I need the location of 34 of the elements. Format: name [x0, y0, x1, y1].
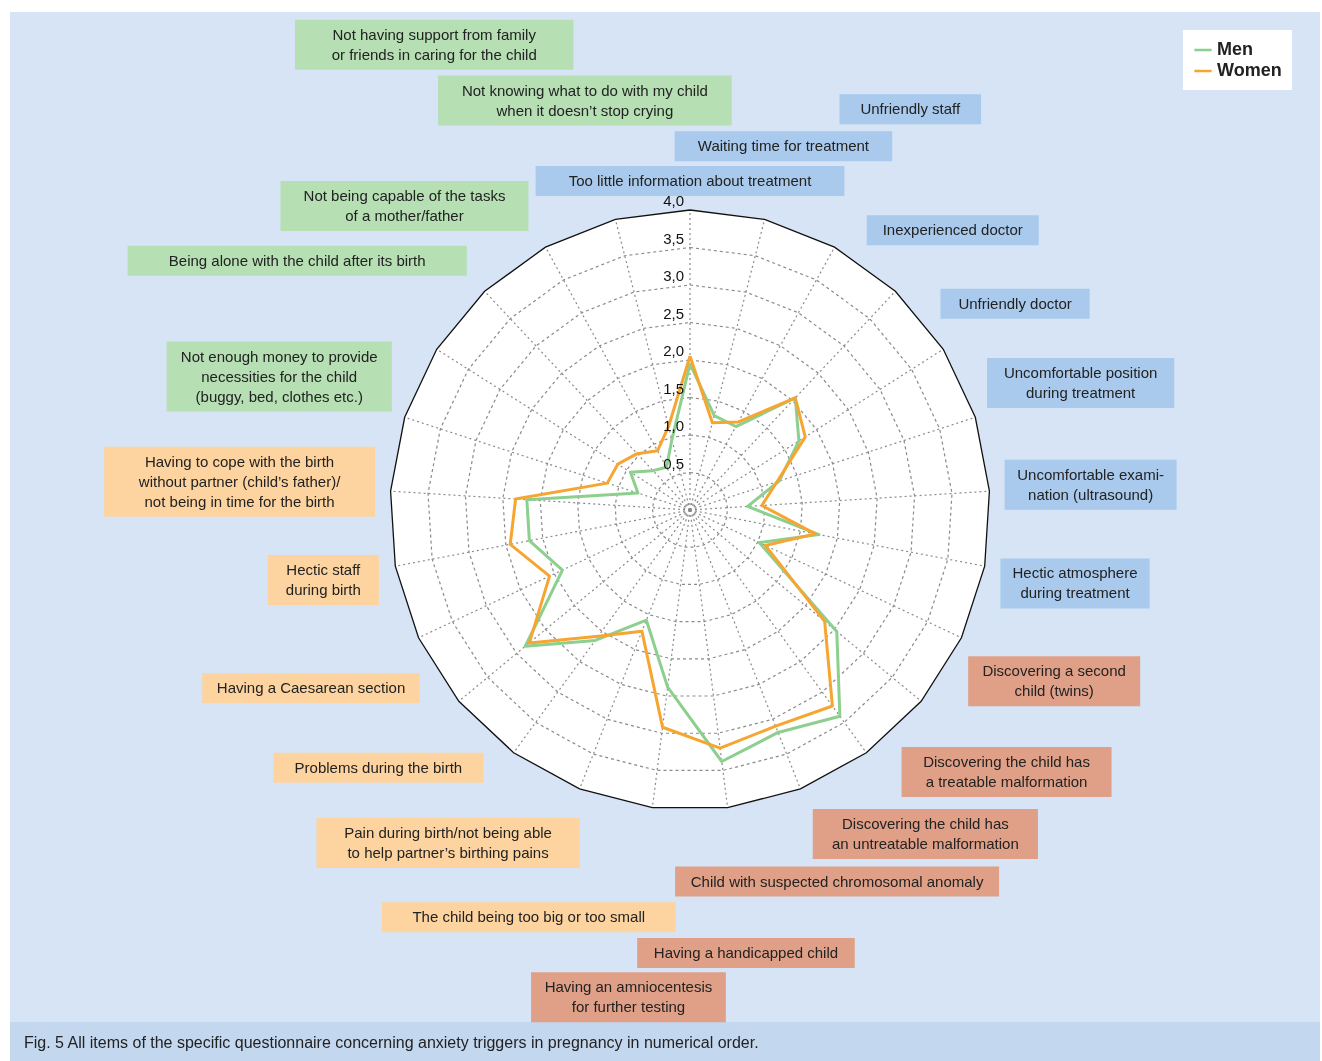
spoke-label: Discovering the child has an untreatable malformation [831, 814, 1019, 852]
spoke-label: Having an amniocentesis for further testing [544, 978, 713, 1016]
y-tick-label: 0,5 [663, 454, 684, 472]
spoke-label: Not having support from family or friends in caring for the child [331, 25, 537, 63]
spoke-label: Having a handicapped child [653, 944, 839, 961]
y-tick-label: 2,0 [663, 342, 684, 359]
spoke-label: Uncomfortable exami- nation (ultrasound) [1017, 465, 1164, 503]
spoke-label: Inexperienced doctor [882, 221, 1023, 239]
spoke-label: Discovering the child has a treatable malformation [923, 752, 1090, 790]
spoke-label: Hectic staff during birth [285, 560, 362, 598]
spoke-label: Pain during birth/not being able to help partner’s birthing pains [344, 823, 552, 861]
spoke-label: Uncomfortable position during treatment [1003, 364, 1158, 402]
y-tick-label: 2,5 [663, 304, 684, 322]
text: Fig. 5 All items of the specific questionnaire concerning anxiety triggers in pregnancy in numerical order. [24, 1034, 759, 1051]
spoke-label: Not being capable of the tasks of a mother/father [303, 186, 506, 224]
legend-label: Women [1217, 60, 1282, 80]
spoke-label: Unfriendly doctor [958, 294, 1072, 312]
spoke-label: Discovering a second child (twins) [982, 662, 1126, 700]
spoke-label: Not knowing what to do with my child when it doesn’t stop crying [461, 81, 708, 119]
y-tick-label: 4,0 [663, 192, 684, 209]
spoke-label: Child with suspected chromosomal anomaly [690, 872, 984, 890]
spoke-label: Hectic atmosphere during treatment [1012, 564, 1138, 602]
spoke-label: Too little information about treatment [568, 172, 813, 189]
spoke-label: Being alone with the child after its birth [168, 251, 426, 269]
spoke-label: Having a Caesarean section [216, 679, 406, 697]
spoke-label: Unfriendly staff [860, 100, 961, 118]
legend-label: Men [1217, 39, 1253, 59]
spoke-label: Not enough money to provide necessities for the child (buggy, bed, clothes etc.) [180, 347, 378, 405]
y-tick-label: 3,5 [663, 229, 684, 247]
spoke-label: Having to cope with the birth without partner (child’s father)/ not being in time for the birth [137, 452, 342, 510]
y-tick-label: 3,0 [663, 267, 684, 284]
spoke-label: Waiting time for treatment [697, 137, 870, 155]
spoke-label: Problems during the birth [294, 758, 463, 776]
spoke-label: The child being too big or too small [412, 908, 646, 926]
